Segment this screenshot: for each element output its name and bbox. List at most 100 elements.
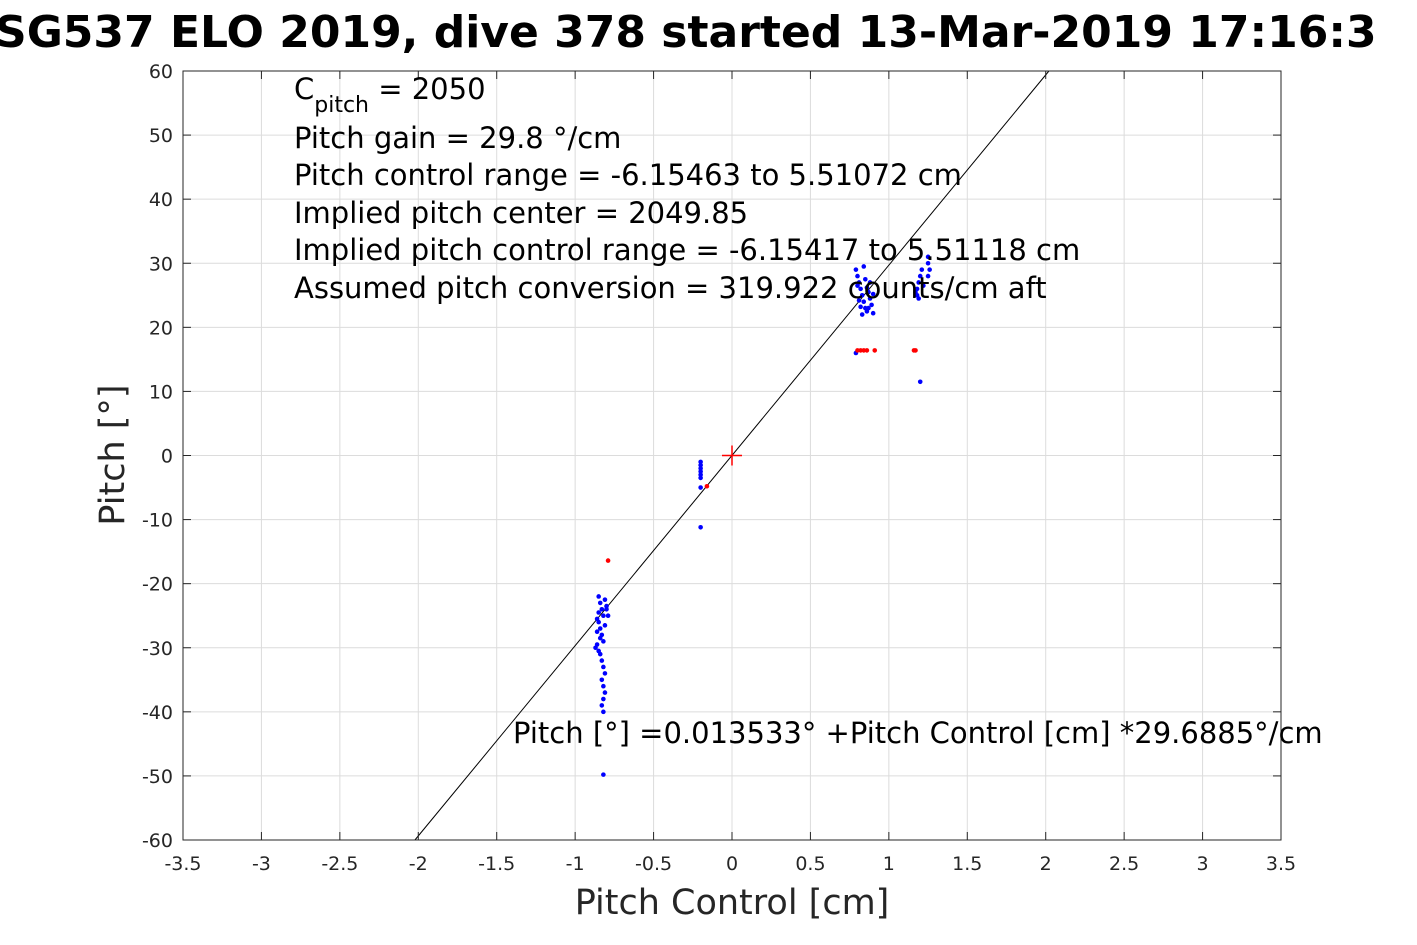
data-point [859,292,865,298]
data-point [604,607,609,612]
y-tick-label: -50 [142,766,173,788]
annotation-line-2: Pitch control range = -6.15463 to 5.5107… [294,158,962,192]
data-point [602,623,608,628]
data-point [913,289,918,295]
data-point [855,273,860,279]
data-point [602,690,608,695]
data-point [596,610,601,615]
x-tick-label: -2 [409,853,428,875]
data-point [916,296,921,301]
data-point [863,276,868,282]
data-point [602,597,608,602]
data-point [594,629,600,635]
data-point [604,603,609,609]
data-point [596,594,601,599]
y-tick-label: -40 [142,702,173,724]
data-point [601,772,606,777]
x-tick-label: 3 [1197,853,1209,875]
y-tick-label: 20 [149,317,173,339]
data-point [605,613,611,619]
data-point [853,267,859,272]
data-point [593,645,598,651]
cpitch-value: = 2050 [369,72,486,106]
cpitch-sub: pitch [314,93,369,118]
y-tick-label: 40 [149,189,173,211]
center-marker-group [722,445,742,466]
data-point [698,469,703,474]
data-point [698,459,703,465]
fit-equation-label: Pitch [°] =0.013533° +Pitch Control [cm]… [513,716,1323,750]
data-point [925,273,931,279]
y-tick-label: -60 [142,830,173,852]
x-tick-label: -2.5 [321,853,358,875]
cpitch-annotation: Cpitch = 2050 [294,72,486,118]
data-point [870,310,876,316]
data-point [859,312,865,317]
data-point [916,280,921,285]
x-tick-label: -1 [566,853,585,875]
x-tick-label: 0 [726,853,738,875]
data-point [597,600,603,606]
data-point [698,472,703,478]
y-tick-label: -20 [142,574,173,596]
x-tick-label: 2 [1040,853,1052,875]
data-point [921,283,926,288]
data-point [861,264,867,269]
x-tick-label: 1.5 [952,853,982,875]
data-point [698,466,703,471]
y-tick-label: -10 [142,510,173,532]
data-point [599,703,605,708]
data-point [917,379,923,385]
data-point [698,524,703,530]
data-point [866,305,871,311]
x-tick-label: 0.5 [795,853,825,875]
data-point [599,607,605,612]
y-tick-label: 10 [149,381,173,403]
data-point [864,285,870,290]
data-point [698,475,703,481]
data-point [601,696,606,702]
data-point [870,291,876,297]
data-point [597,635,603,641]
y-tick-label: 50 [149,125,173,147]
data-point [599,658,605,663]
data-point [866,289,871,295]
data-point [597,651,603,657]
data-point [917,273,923,279]
data-point [601,613,606,619]
y-axis-label: Pitch [°] [93,384,133,525]
data-point [858,286,863,292]
annotation-line-4: Implied pitch control range = -6.15417 t… [294,233,1080,267]
data-point [925,260,931,266]
x-tick-label: 3.5 [1266,853,1296,875]
y-tick-label: 60 [149,61,173,83]
cpitch-main: C [294,72,314,106]
x-tick-label: -3.5 [164,853,201,875]
annotation-line-1: Pitch gain = 29.8 °/cm [294,121,621,155]
data-point [919,267,925,272]
data-point [927,267,932,272]
data-point [867,296,873,301]
data-point [698,462,703,468]
annotation-line-3: Implied pitch center = 2049.85 [294,196,748,230]
data-point [605,558,611,563]
y-tick-label: -30 [142,638,173,660]
data-point [869,302,874,308]
data-point [698,485,703,490]
data-point [856,298,862,303]
x-axis-label: Pitch Control [cm] [575,883,890,923]
data-point [867,280,873,285]
data-point [601,709,606,715]
x-tick-label: -3 [252,853,271,875]
x-tick-label: 1 [883,853,895,875]
data-point [601,664,606,670]
data-point [601,639,606,644]
data-point [861,299,867,305]
x-tick-label: -0.5 [635,853,672,875]
data-point [864,348,870,353]
chart-title: SG537 ELO 2019, dive 378 started 13-Mar-… [0,7,1377,58]
axis-ticks: -3.5 -3 -2.5 -2 -1.5 -1 -0.5 0 0.5 1 1.5 2 2.5 3 3.5 -6… [142,61,1296,875]
scatter-points [593,254,932,777]
data-point [601,683,606,689]
